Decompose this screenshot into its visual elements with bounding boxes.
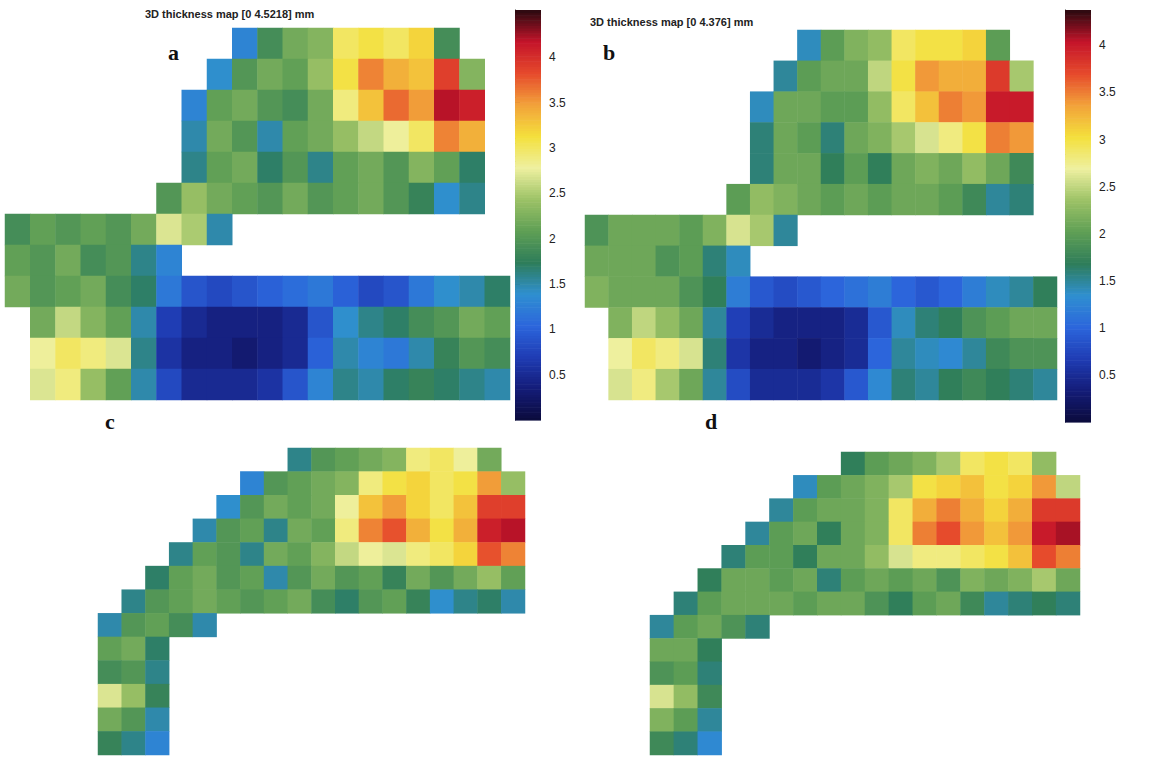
svg-text:a: a	[168, 40, 179, 65]
svg-text:3D thickness map [0 4.376] mm: 3D thickness map [0 4.376] mm	[590, 16, 753, 28]
svg-text:1: 1	[549, 322, 556, 336]
svg-text:4: 4	[1099, 38, 1106, 52]
svg-text:4: 4	[549, 50, 556, 64]
svg-text:0.5: 0.5	[549, 368, 566, 382]
svg-text:2.5: 2.5	[549, 186, 566, 200]
svg-text:1.5: 1.5	[1099, 274, 1116, 288]
svg-text:2: 2	[1099, 227, 1106, 241]
svg-text:3.5: 3.5	[1099, 85, 1116, 99]
svg-text:d: d	[705, 409, 717, 434]
svg-text:1.5: 1.5	[549, 277, 566, 291]
svg-text:c: c	[105, 409, 115, 434]
svg-text:3D thickness map [0 4.5218] mm: 3D thickness map [0 4.5218] mm	[145, 8, 315, 20]
svg-text:3: 3	[549, 141, 556, 155]
svg-text:2.5: 2.5	[1099, 180, 1116, 194]
svg-text:3: 3	[1099, 133, 1106, 147]
svg-text:b: b	[603, 40, 615, 65]
svg-text:3.5: 3.5	[549, 96, 566, 110]
svg-text:2: 2	[549, 232, 556, 246]
svg-text:0.5: 0.5	[1099, 368, 1116, 382]
svg-text:1: 1	[1099, 321, 1106, 335]
